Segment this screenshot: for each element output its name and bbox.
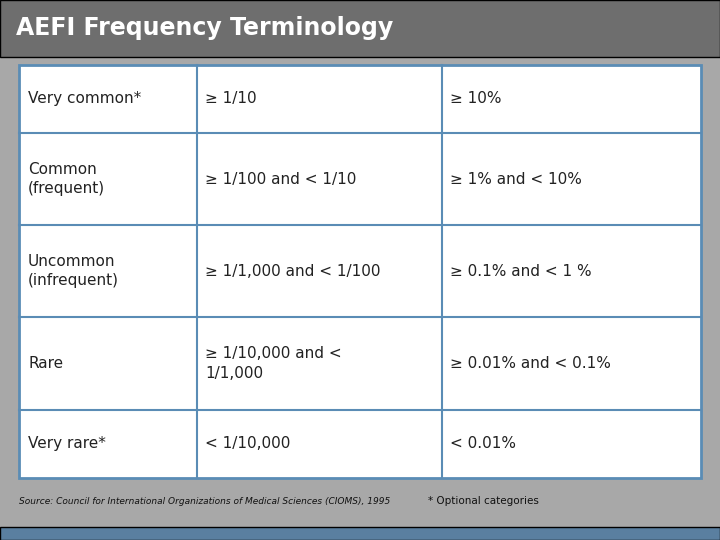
FancyBboxPatch shape — [0, 0, 720, 57]
Text: ≥ 10%: ≥ 10% — [451, 91, 502, 106]
Text: Rare: Rare — [28, 356, 63, 371]
Text: Very rare*: Very rare* — [28, 436, 106, 451]
Text: ≥ 1% and < 10%: ≥ 1% and < 10% — [451, 172, 582, 187]
FancyBboxPatch shape — [0, 526, 720, 540]
Text: < 1/10,000: < 1/10,000 — [205, 436, 291, 451]
Text: ≥ 1/10: ≥ 1/10 — [205, 91, 257, 106]
Text: ≥ 0.01% and < 0.1%: ≥ 0.01% and < 0.1% — [451, 356, 611, 371]
Text: < 0.01%: < 0.01% — [451, 436, 516, 451]
Text: ≥ 1/1,000 and < 1/100: ≥ 1/1,000 and < 1/100 — [205, 264, 381, 279]
Text: Uncommon
(infrequent): Uncommon (infrequent) — [28, 254, 119, 288]
Text: ≥ 0.1% and < 1 %: ≥ 0.1% and < 1 % — [451, 264, 592, 279]
Text: Very common*: Very common* — [28, 91, 141, 106]
FancyBboxPatch shape — [19, 65, 701, 478]
Text: Common
(frequent): Common (frequent) — [28, 162, 105, 196]
Text: Source: Council for International Organizations of Medical Sciences (CIOMS), 199: Source: Council for International Organi… — [19, 497, 391, 505]
Text: ≥ 1/10,000 and <
1/1,000: ≥ 1/10,000 and < 1/1,000 — [205, 347, 342, 381]
Text: * Optional categories: * Optional categories — [428, 496, 539, 506]
Text: ≥ 1/100 and < 1/10: ≥ 1/100 and < 1/10 — [205, 172, 356, 187]
Text: AEFI Frequency Terminology: AEFI Frequency Terminology — [16, 16, 393, 40]
